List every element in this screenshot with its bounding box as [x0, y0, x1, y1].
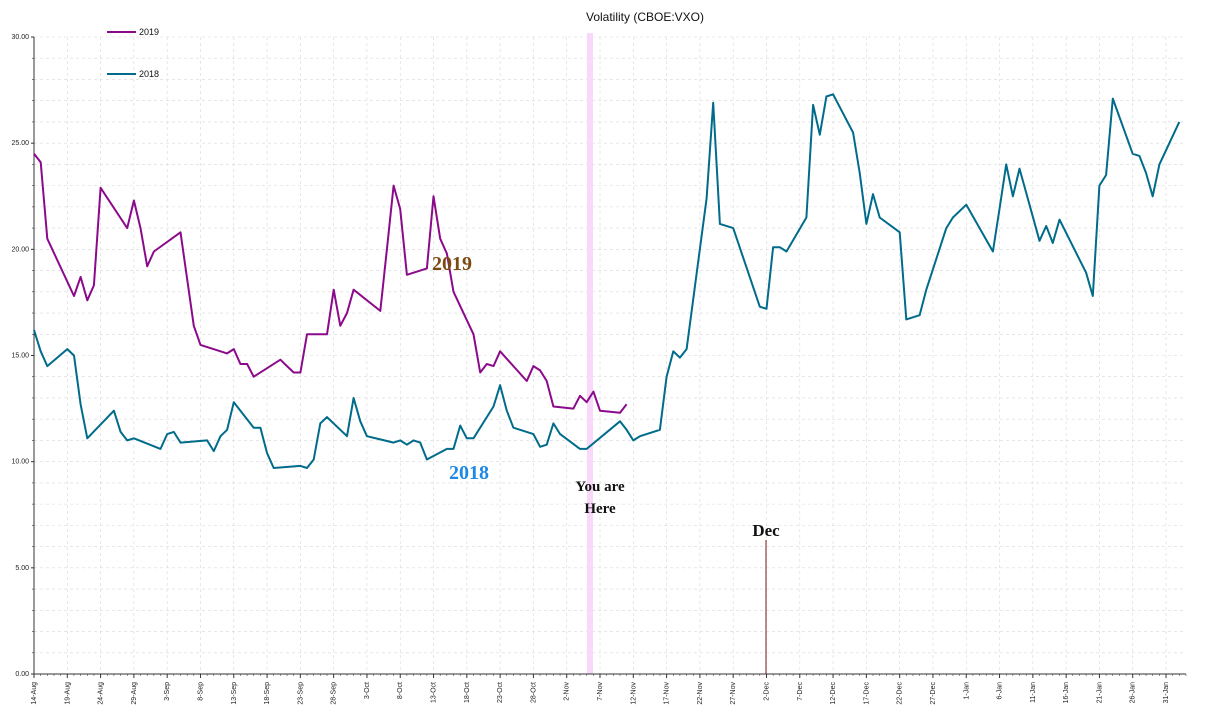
x-tick-label: 18-Sep — [264, 682, 271, 705]
x-tick-label: 18-Oct — [464, 682, 471, 703]
x-tick-label: 8-Sep — [197, 682, 204, 701]
legend: 2019 2018 — [107, 27, 159, 79]
series-line-2019 — [33, 153, 628, 414]
x-tick-label: 12-Nov — [630, 682, 637, 705]
x-tick-label: 13-Oct — [431, 682, 438, 703]
x-tick-label: 26-Jan — [1130, 682, 1137, 704]
x-tick-label: 28-Sep — [331, 682, 338, 705]
x-tick-label: 27-Nov — [730, 682, 737, 705]
x-tick-label: 23-Oct — [497, 682, 504, 703]
x-tick-label: 29-Aug — [131, 682, 138, 705]
grid — [33, 36, 1186, 674]
x-tick-label: 2-Dec — [763, 682, 770, 701]
annotation-2018: 2018 — [449, 462, 489, 484]
x-tick-label: 3-Oct — [364, 682, 371, 699]
x-tick-label: 13-Sep — [231, 682, 238, 705]
x-tick-label: 23-Sep — [297, 682, 304, 705]
x-tick-label: 7-Dec — [797, 682, 804, 701]
axes: 0.00 5.00 10.00 15.00 20.00 25.00 30.00 14-Aug 1… — [11, 34, 1187, 705]
x-tick-label: 7-Nov — [597, 682, 604, 701]
x-tick-label: 19-Aug — [64, 682, 71, 705]
x-tick-label: 2-Nov — [564, 682, 571, 701]
y-tick-label: 30.00 — [11, 34, 29, 41]
x-tick-label: 17-Nov — [664, 682, 671, 705]
annotation-here: Here — [584, 501, 616, 517]
x-tick-label: 11-Jan — [1030, 682, 1037, 703]
x-tick-label: 21-Jan — [1096, 682, 1103, 704]
legend-label-2018: 2018 — [139, 69, 159, 79]
y-tick-label: 0.00 — [15, 671, 29, 678]
annotation-you-are: You are — [575, 479, 625, 495]
you-are-here-marker — [587, 33, 593, 674]
x-tick-label: 8-Oct — [397, 682, 404, 699]
x-tick-label: 22-Dec — [897, 682, 904, 705]
y-tick-label: 20.00 — [11, 246, 29, 253]
x-tick-label: 12-Dec — [830, 682, 837, 705]
legend-label-2019: 2019 — [139, 27, 159, 37]
x-tick-label: 1-Jan — [963, 682, 970, 700]
x-tick-label: 22-Nov — [697, 682, 704, 705]
y-tick-label: 25.00 — [11, 140, 29, 147]
x-tick-label: 17-Dec — [863, 682, 870, 705]
x-tick-label: 24-Aug — [98, 682, 105, 705]
annotation-2019: 2019 — [432, 253, 472, 275]
x-tick-label: 28-Oct — [530, 682, 537, 703]
x-tick-label: 14-Aug — [31, 682, 38, 705]
x-tick-label: 16-Jan — [1063, 682, 1070, 704]
x-tick-label: 6-Jan — [997, 682, 1004, 700]
x-tick-label: 3-Sep — [164, 682, 171, 701]
x-tick-label: 31-Jan — [1163, 682, 1170, 704]
chart-title: Volatility (CBOE:VXO) — [586, 10, 704, 24]
y-tick-label: 10.00 — [11, 459, 29, 466]
x-tick-label: 27-Dec — [930, 682, 937, 705]
y-tick-label: 5.00 — [15, 565, 29, 572]
series-line-2018 — [33, 93, 1181, 469]
annotation-dec: Dec — [752, 521, 780, 540]
y-tick-label: 15.00 — [11, 353, 29, 360]
series-lines — [33, 93, 1181, 469]
